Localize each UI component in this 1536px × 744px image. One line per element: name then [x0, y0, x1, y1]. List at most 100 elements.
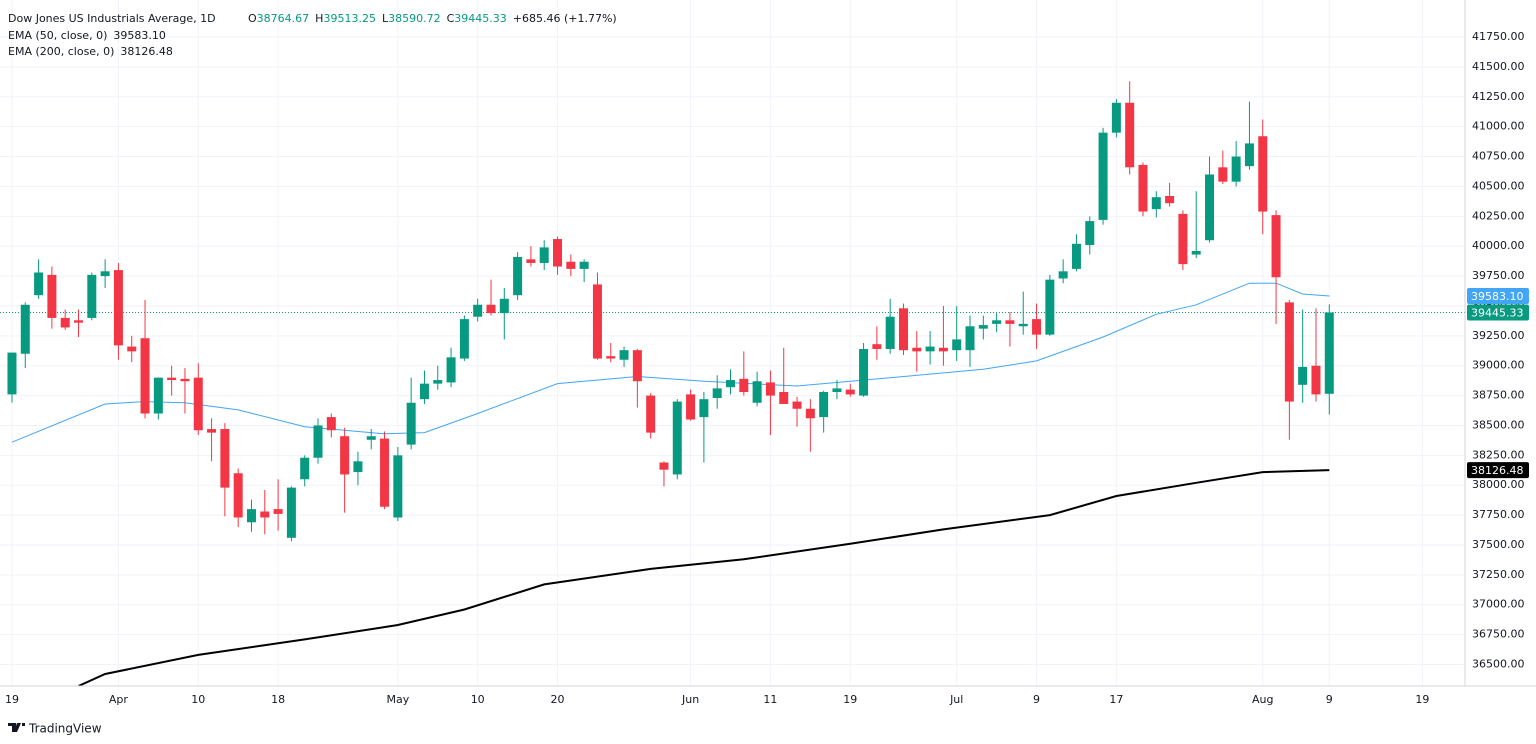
- candle-body: [100, 271, 110, 277]
- candle-body: [326, 417, 336, 431]
- y-tick-label: 37750.00: [1472, 508, 1525, 521]
- ohlc-key: H: [315, 12, 323, 25]
- candle-body: [805, 408, 815, 419]
- candle-body: [779, 392, 789, 404]
- brand-text: TradingView: [28, 722, 102, 736]
- candle-body: [1191, 250, 1201, 255]
- candle-body: [726, 380, 736, 388]
- candle-body: [1058, 271, 1068, 279]
- plot-area: [0, 81, 1465, 686]
- y-tick-label: 41000.00: [1472, 120, 1525, 133]
- x-tick-label: 19: [843, 693, 857, 706]
- candle-body: [340, 436, 350, 475]
- legend-entry: EMA (200, close, 0): [8, 45, 114, 58]
- candle-body: [699, 399, 709, 418]
- y-tick-label: 38250.00: [1472, 448, 1525, 461]
- price-tag: [1467, 288, 1529, 305]
- x-tick-label: 11: [763, 693, 777, 706]
- ohlc-legend: H39513.25: [315, 12, 376, 25]
- ohlc-value: 39445.33: [454, 12, 507, 25]
- y-tick-label: 40250.00: [1472, 209, 1525, 222]
- price-tag-label: 39583.10: [1471, 290, 1524, 303]
- candle-body: [1018, 323, 1028, 327]
- candle-body: [87, 274, 97, 318]
- candle-body: [1045, 279, 1055, 335]
- x-tick-label: Jul: [949, 693, 963, 706]
- y-tick-label: 39250.00: [1472, 329, 1525, 342]
- y-tick-label: 36750.00: [1472, 628, 1525, 641]
- candle-body: [1311, 365, 1321, 395]
- y-tick-label: 39750.00: [1472, 269, 1525, 282]
- candle-body: [606, 356, 616, 359]
- y-tick-label: 38500.00: [1472, 418, 1525, 431]
- ema-line: [11, 282, 1330, 443]
- chart-title: Dow Jones US Industrials Average, 1D: [8, 12, 216, 25]
- candle-body: [246, 509, 256, 523]
- candle-body: [300, 457, 310, 480]
- candle-body: [1298, 366, 1308, 385]
- candle-body: [965, 326, 975, 351]
- candle-body: [686, 394, 696, 420]
- candle-body: [1098, 132, 1108, 220]
- candle-body: [20, 304, 30, 354]
- candle-body: [1151, 197, 1161, 210]
- candle-body: [286, 487, 296, 538]
- price-tag-label: 39445.33: [1471, 306, 1524, 319]
- candle-body: [153, 377, 163, 414]
- y-tick-label: 40000.00: [1472, 239, 1525, 252]
- candle-body: [7, 352, 17, 395]
- candle-body: [419, 383, 429, 400]
- y-tick-label: 40500.00: [1472, 179, 1525, 192]
- candle-body: [180, 378, 190, 382]
- candle-body: [872, 344, 882, 349]
- legend-entry: EMA (50, close, 0): [8, 29, 107, 42]
- y-tick-label: 40750.00: [1472, 150, 1525, 163]
- candle-body: [1005, 320, 1015, 324]
- y-tick-label: 38750.00: [1472, 389, 1525, 402]
- ema-line: [78, 469, 1330, 686]
- candle-body: [672, 401, 682, 475]
- ohlc-key: L: [382, 12, 389, 25]
- candle-body: [832, 388, 842, 392]
- candle-body: [912, 347, 922, 352]
- candle-body: [1205, 174, 1215, 241]
- price-tag-label: 38126.48: [1471, 464, 1524, 477]
- candle-body: [1218, 167, 1228, 182]
- candle-body: [380, 438, 390, 507]
- brand-logo: TradingView: [8, 722, 102, 736]
- candle-body: [1231, 156, 1241, 182]
- candle-body: [220, 429, 230, 488]
- candle-body: [459, 319, 469, 359]
- candle-body: [659, 462, 669, 470]
- candle-body: [526, 259, 536, 263]
- candle-body: [1111, 102, 1121, 133]
- candle-body: [34, 272, 44, 296]
- candle-body: [167, 377, 177, 381]
- candle-body: [978, 325, 988, 329]
- candle-body: [619, 350, 629, 360]
- x-tick-label: Aug: [1252, 693, 1273, 706]
- axes: 36500.00 36750.00 37000.00 37250.00 37500.00…: [5, 30, 1529, 706]
- candle-body: [885, 316, 895, 349]
- x-tick-label: Jun: [681, 693, 699, 706]
- candle-body: [1178, 213, 1188, 265]
- y-tick-label: 36500.00: [1472, 657, 1525, 670]
- x-tick-label: 10: [471, 693, 485, 706]
- ohlc-key: C: [447, 12, 455, 25]
- ohlc-value: 38590.72: [388, 12, 441, 25]
- candle-body: [925, 346, 935, 352]
- ohlc-value: 39513.25: [323, 12, 376, 25]
- x-tick-label: Apr: [109, 693, 129, 706]
- candle-body: [193, 377, 203, 431]
- candle-body: [845, 389, 855, 395]
- x-tick-label: 17: [1109, 693, 1123, 706]
- candle-body: [127, 346, 137, 352]
- y-tick-label: 41750.00: [1472, 30, 1525, 43]
- x-tick-label: 9: [1326, 693, 1333, 706]
- candle-body: [539, 247, 549, 263]
- y-tick-label: 38000.00: [1472, 478, 1525, 491]
- legend: Dow Jones US Industrials Average, 1D O38…: [8, 12, 617, 58]
- candle-body: [752, 381, 762, 403]
- candle-body: [1271, 215, 1281, 278]
